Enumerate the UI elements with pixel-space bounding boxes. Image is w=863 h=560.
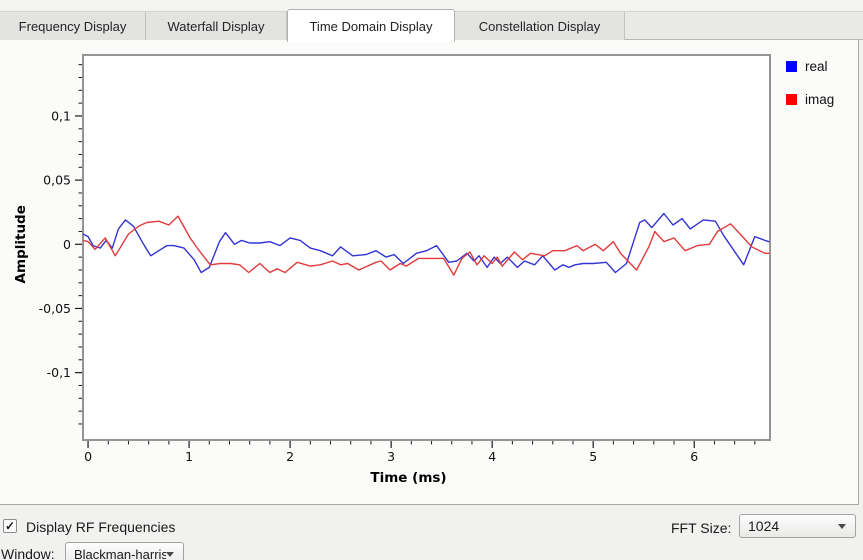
y-tick-label: 0 [63, 237, 71, 252]
controls-row-1: ✓ Display RF Frequencies FFT Size: 1024 [0, 513, 863, 539]
window-label: Window: [1, 546, 55, 560]
fft-size-label: FFT Size: [671, 520, 732, 536]
x-tick-label: 1 [185, 449, 193, 464]
tab-label: Time Domain Display [309, 18, 433, 34]
window-select[interactable]: Blackman-harris [65, 542, 184, 560]
x-tick-label: 4 [488, 449, 496, 464]
x-tick-label: 5 [589, 449, 597, 464]
tab-page-time-domain: 0,1 0,05 0 -0,05 -0,1 0 1 2 3 4 5 6 Amplitude Time (m… [0, 40, 859, 505]
x-tick-label: 6 [690, 449, 698, 464]
legend-swatch-real-icon [786, 60, 797, 72]
x-tick-label: 3 [387, 449, 395, 464]
series-imag [83, 215, 770, 276]
display-rf-checkbox[interactable]: ✓ [3, 519, 17, 533]
legend-item-imag[interactable]: imag [786, 91, 835, 107]
tab-bar: Frequency Display Waterfall Display Time… [0, 9, 863, 42]
display-rf-label: Display RF Frequencies [26, 519, 176, 535]
series-real [83, 212, 770, 274]
window-top-strip [0, 0, 863, 11]
tab-label: Waterfall Display [167, 18, 265, 34]
plot-canvas[interactable] [83, 55, 770, 440]
x-tick-label: 2 [286, 449, 294, 464]
legend-item-real[interactable]: real [786, 58, 834, 74]
y-tick-label: -0,1 [47, 365, 71, 380]
x-axis-title: Time (ms) [370, 470, 446, 486]
chevron-down-icon [838, 523, 846, 529]
y-tick-label: 0,05 [43, 173, 71, 188]
tab-time-domain-display[interactable]: Time Domain Display [287, 9, 455, 42]
plot-frame [82, 54, 771, 441]
legend-swatch-imag-icon [786, 93, 797, 105]
y-tick-label: -0,05 [39, 301, 71, 316]
time-domain-plot[interactable]: 0,1 0,05 0 -0,05 -0,1 0 1 2 3 4 5 6 Amplitude Time (m… [0, 40, 775, 505]
tab-frequency-display[interactable]: Frequency Display [0, 12, 146, 40]
tab-label: Constellation Display [478, 18, 601, 34]
legend-label: real [805, 58, 828, 74]
tab-label: Frequency Display [18, 18, 127, 34]
fft-size-value: 1024 [748, 518, 780, 534]
plot-legend: real imag [786, 59, 834, 125]
chevron-down-icon [166, 551, 174, 557]
y-tick-label: 0,1 [51, 108, 71, 123]
y-axis-title: Amplitude [13, 205, 29, 283]
tab-constellation-display[interactable]: Constellation Display [455, 12, 625, 40]
legend-label: imag [805, 91, 835, 107]
controls-row-2: Window: Blackman-harris [0, 540, 863, 560]
checkmark-icon: ✓ [4, 518, 16, 533]
tab-waterfall-display[interactable]: Waterfall Display [146, 12, 287, 40]
x-tick-label: 0 [84, 449, 92, 464]
window-value: Blackman-harris [74, 546, 166, 560]
fft-size-select[interactable]: 1024 [739, 514, 856, 538]
